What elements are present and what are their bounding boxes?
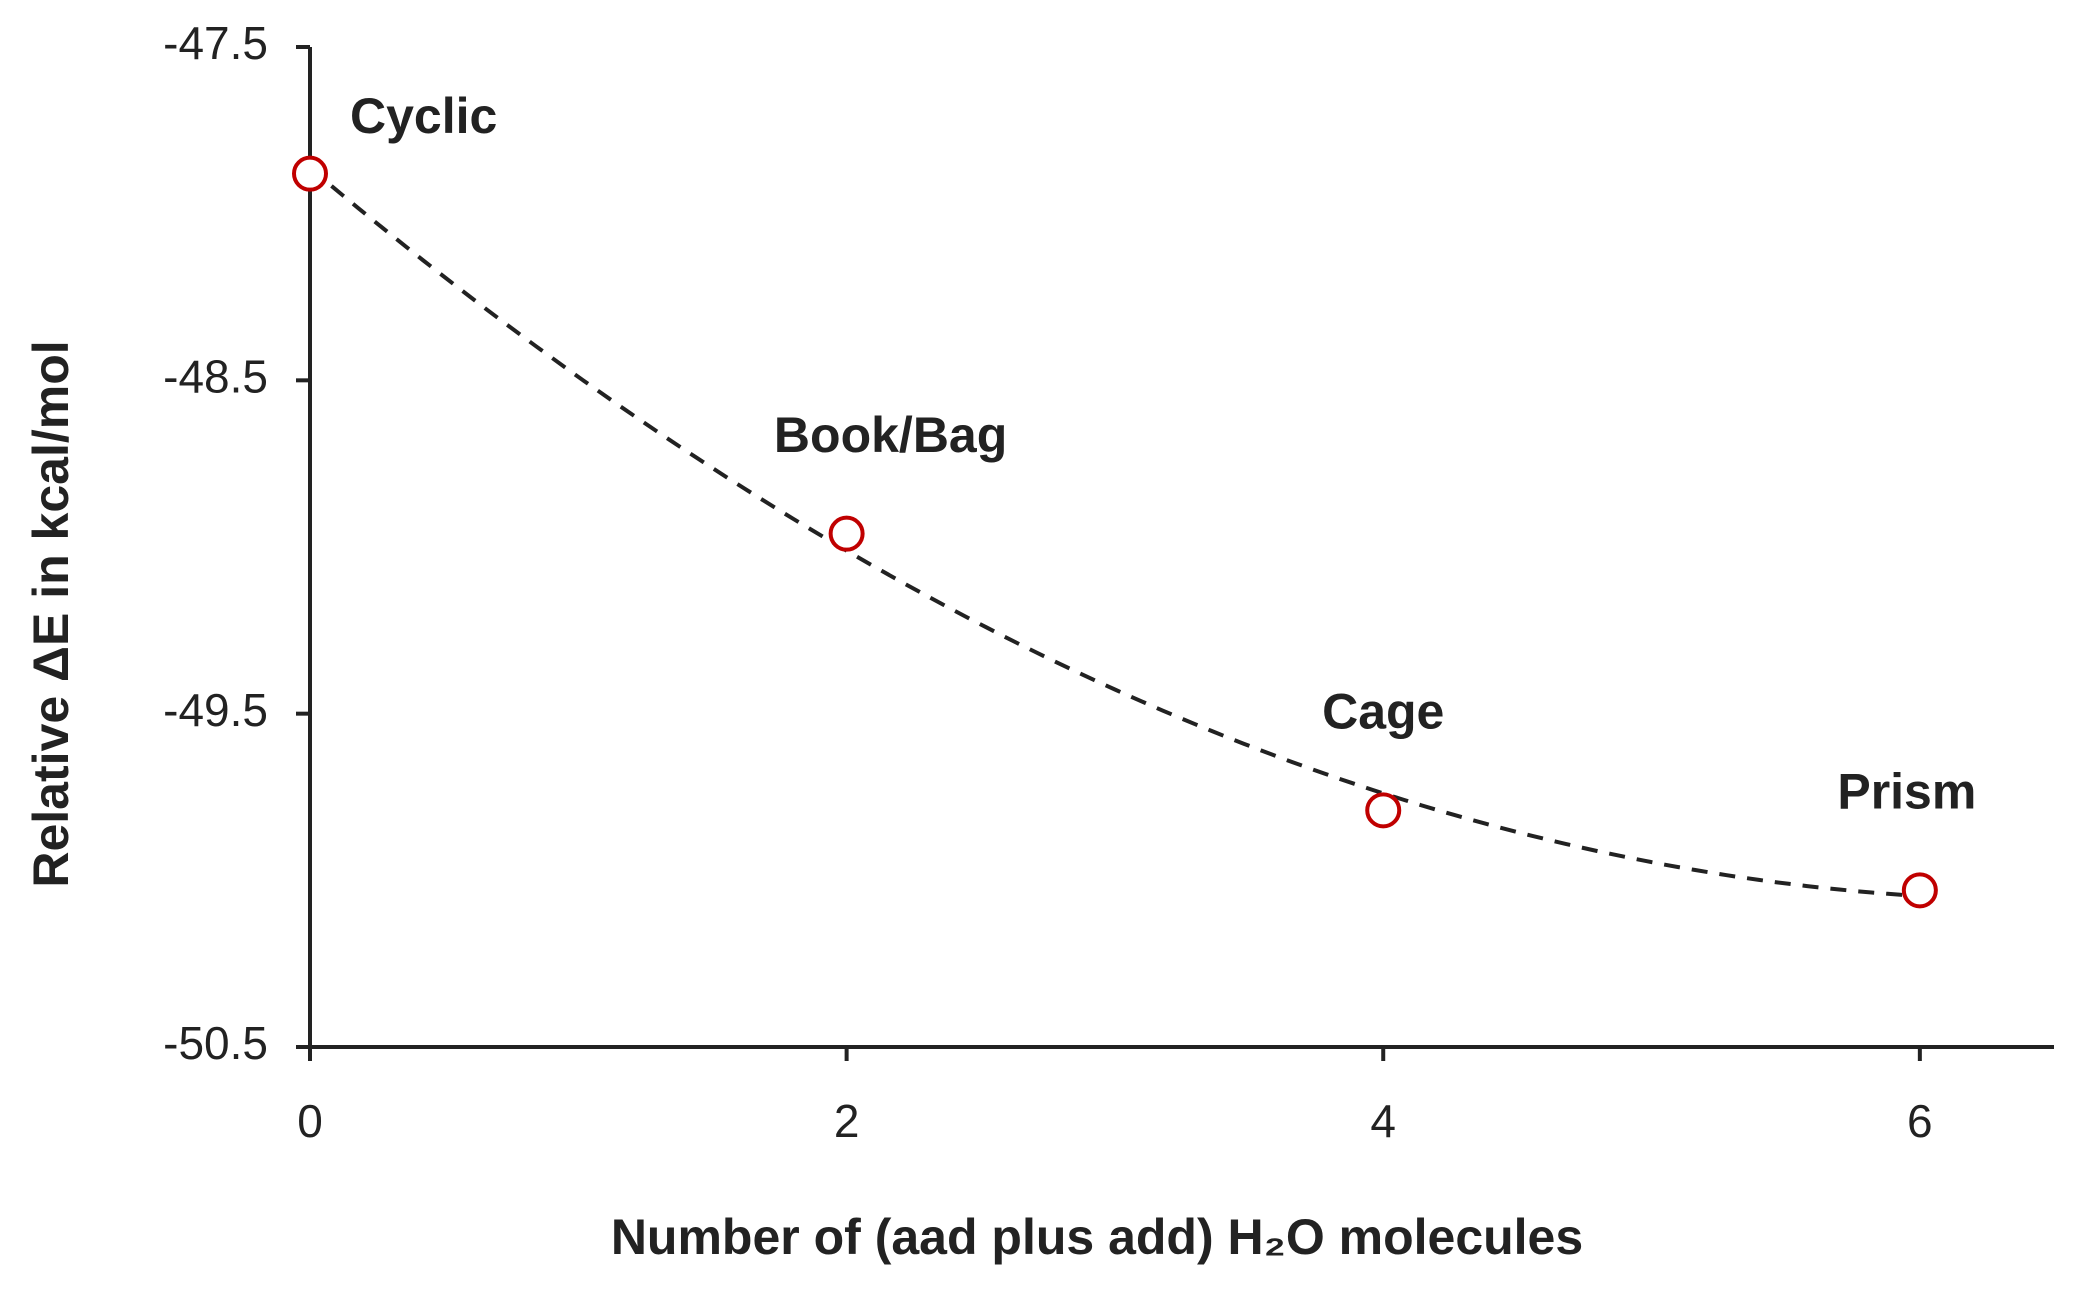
y-tick-label: -48.5 [163,350,268,402]
x-tick-label: 2 [834,1095,860,1147]
x-tick-label: 6 [1907,1095,1933,1147]
point-label: Prism [1837,764,1976,820]
point-label: Cyclic [350,88,497,144]
point-label: Book/Bag [774,407,1007,463]
x-tick-label: 0 [297,1095,323,1147]
y-axis-label: Relative ΔE in kcal/mol [23,340,79,887]
x-tick-label: 4 [1370,1095,1396,1147]
data-point [828,515,865,552]
x-axis-label: Number of (aad plus add) H₂O molecules [611,1209,1583,1265]
y-tick-label: -47.5 [163,17,268,69]
data-point [292,155,328,192]
y-tick-label: -50.5 [163,1017,268,1069]
data-point [1901,872,1938,909]
trendline [308,166,1920,898]
y-tick-label: -49.5 [163,684,268,736]
point-label: Cage [1322,684,1444,740]
data-point [1365,792,1402,829]
